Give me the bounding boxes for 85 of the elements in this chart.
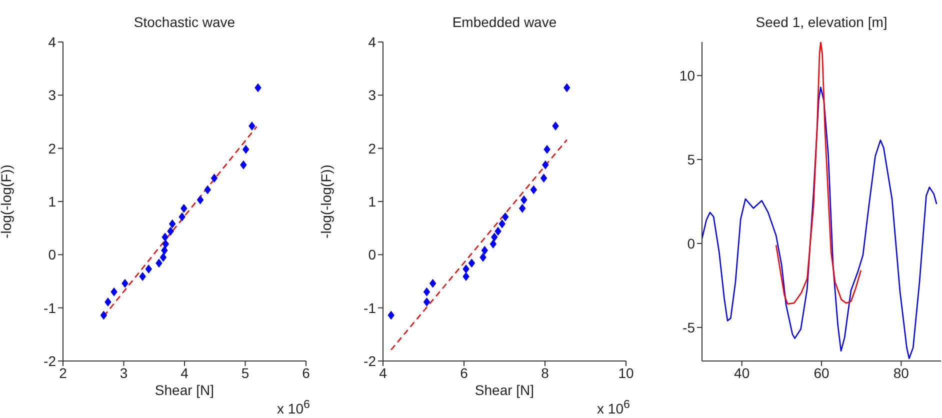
- y-tick-label: 2: [368, 140, 376, 156]
- point: [480, 252, 486, 262]
- y-axis-title: -log(-log(F)): [0, 164, 14, 238]
- point: [542, 160, 549, 170]
- point: [462, 272, 470, 281]
- point: [139, 272, 146, 281]
- y-tick-label: 1: [368, 193, 376, 210]
- point: [240, 160, 247, 170]
- y-tick-label: -2: [44, 352, 56, 369]
- point: [429, 278, 436, 288]
- point: [544, 144, 550, 154]
- y-axis-title: -log(-log(F)): [318, 164, 334, 238]
- point: [491, 232, 498, 242]
- point: [122, 278, 128, 288]
- point: [204, 185, 211, 194]
- y-tick-label: 0: [368, 246, 376, 263]
- y-tick-label: -2: [364, 352, 376, 369]
- point: [145, 264, 152, 274]
- line-series: [775, 42, 862, 305]
- point: [423, 287, 430, 296]
- point: [530, 185, 538, 194]
- y-tick-label: 3: [48, 87, 56, 104]
- point: [160, 252, 167, 262]
- x-tick-label: 40: [734, 364, 750, 381]
- point: [388, 310, 394, 320]
- point: [110, 287, 118, 296]
- x-tick-label: 3: [120, 364, 128, 381]
- x-tick-label: 4: [180, 364, 189, 381]
- point: [462, 264, 470, 274]
- point: [161, 246, 168, 255]
- point: [518, 204, 526, 213]
- point: [494, 226, 502, 236]
- x-tick-label: 6: [460, 364, 468, 381]
- point: [196, 195, 204, 204]
- y-tick-label: -1: [44, 300, 56, 316]
- point: [540, 174, 548, 183]
- x-tick-label: 6: [302, 364, 310, 381]
- line-series: [702, 86, 938, 360]
- point: [502, 212, 509, 222]
- point: [254, 83, 262, 92]
- y-tick-label: 2: [48, 140, 56, 156]
- point: [498, 219, 506, 228]
- point: [520, 195, 528, 204]
- point: [100, 310, 108, 320]
- point: [167, 226, 174, 236]
- y-tick-label: 0: [48, 246, 56, 263]
- point: [104, 297, 112, 306]
- point: [242, 144, 250, 154]
- x-tick-label: 60: [814, 364, 830, 381]
- chart-title: Seed 1, elevation [m]: [754, 14, 888, 30]
- y-tick-label: 4: [368, 34, 376, 50]
- point: [162, 232, 168, 242]
- y-tick-label: 0: [687, 235, 696, 252]
- x-tick-label: 80: [893, 364, 910, 381]
- point: [178, 212, 186, 222]
- x-tick-label: 5: [241, 364, 250, 381]
- chart-title: Embedded wave: [451, 14, 558, 30]
- point: [156, 258, 162, 268]
- point: [210, 174, 218, 183]
- y-tick-label: 5: [687, 151, 696, 168]
- x-axis-title: Shear [N]: [474, 382, 534, 398]
- point: [552, 122, 559, 131]
- point: [468, 258, 476, 268]
- point: [168, 219, 176, 228]
- y-tick-label: 3: [368, 87, 376, 104]
- point: [563, 83, 570, 92]
- x-tick-label: 4: [379, 364, 388, 381]
- point: [248, 122, 256, 131]
- x-tick-label: 8: [541, 364, 550, 381]
- point: [423, 297, 430, 306]
- y-tick-label: 1: [48, 193, 56, 210]
- x-tick-label: 10: [618, 364, 634, 381]
- point: [490, 240, 497, 249]
- y-tick-label: 10: [679, 68, 696, 84]
- point: [162, 240, 170, 249]
- point: [481, 246, 488, 255]
- text: x 10$^{6}$: [277, 398, 310, 417]
- y-tick-label: 4: [48, 34, 56, 50]
- x-axis-title: Shear [N]: [154, 382, 214, 398]
- chart-title: Stochastic wave: [132, 14, 236, 30]
- text: x 10$^{6}$: [597, 398, 630, 417]
- x-tick-label: 2: [59, 364, 68, 381]
- y-tick-label: -5: [682, 319, 696, 336]
- y-tick-label: -1: [364, 300, 376, 316]
- point: [180, 204, 188, 213]
